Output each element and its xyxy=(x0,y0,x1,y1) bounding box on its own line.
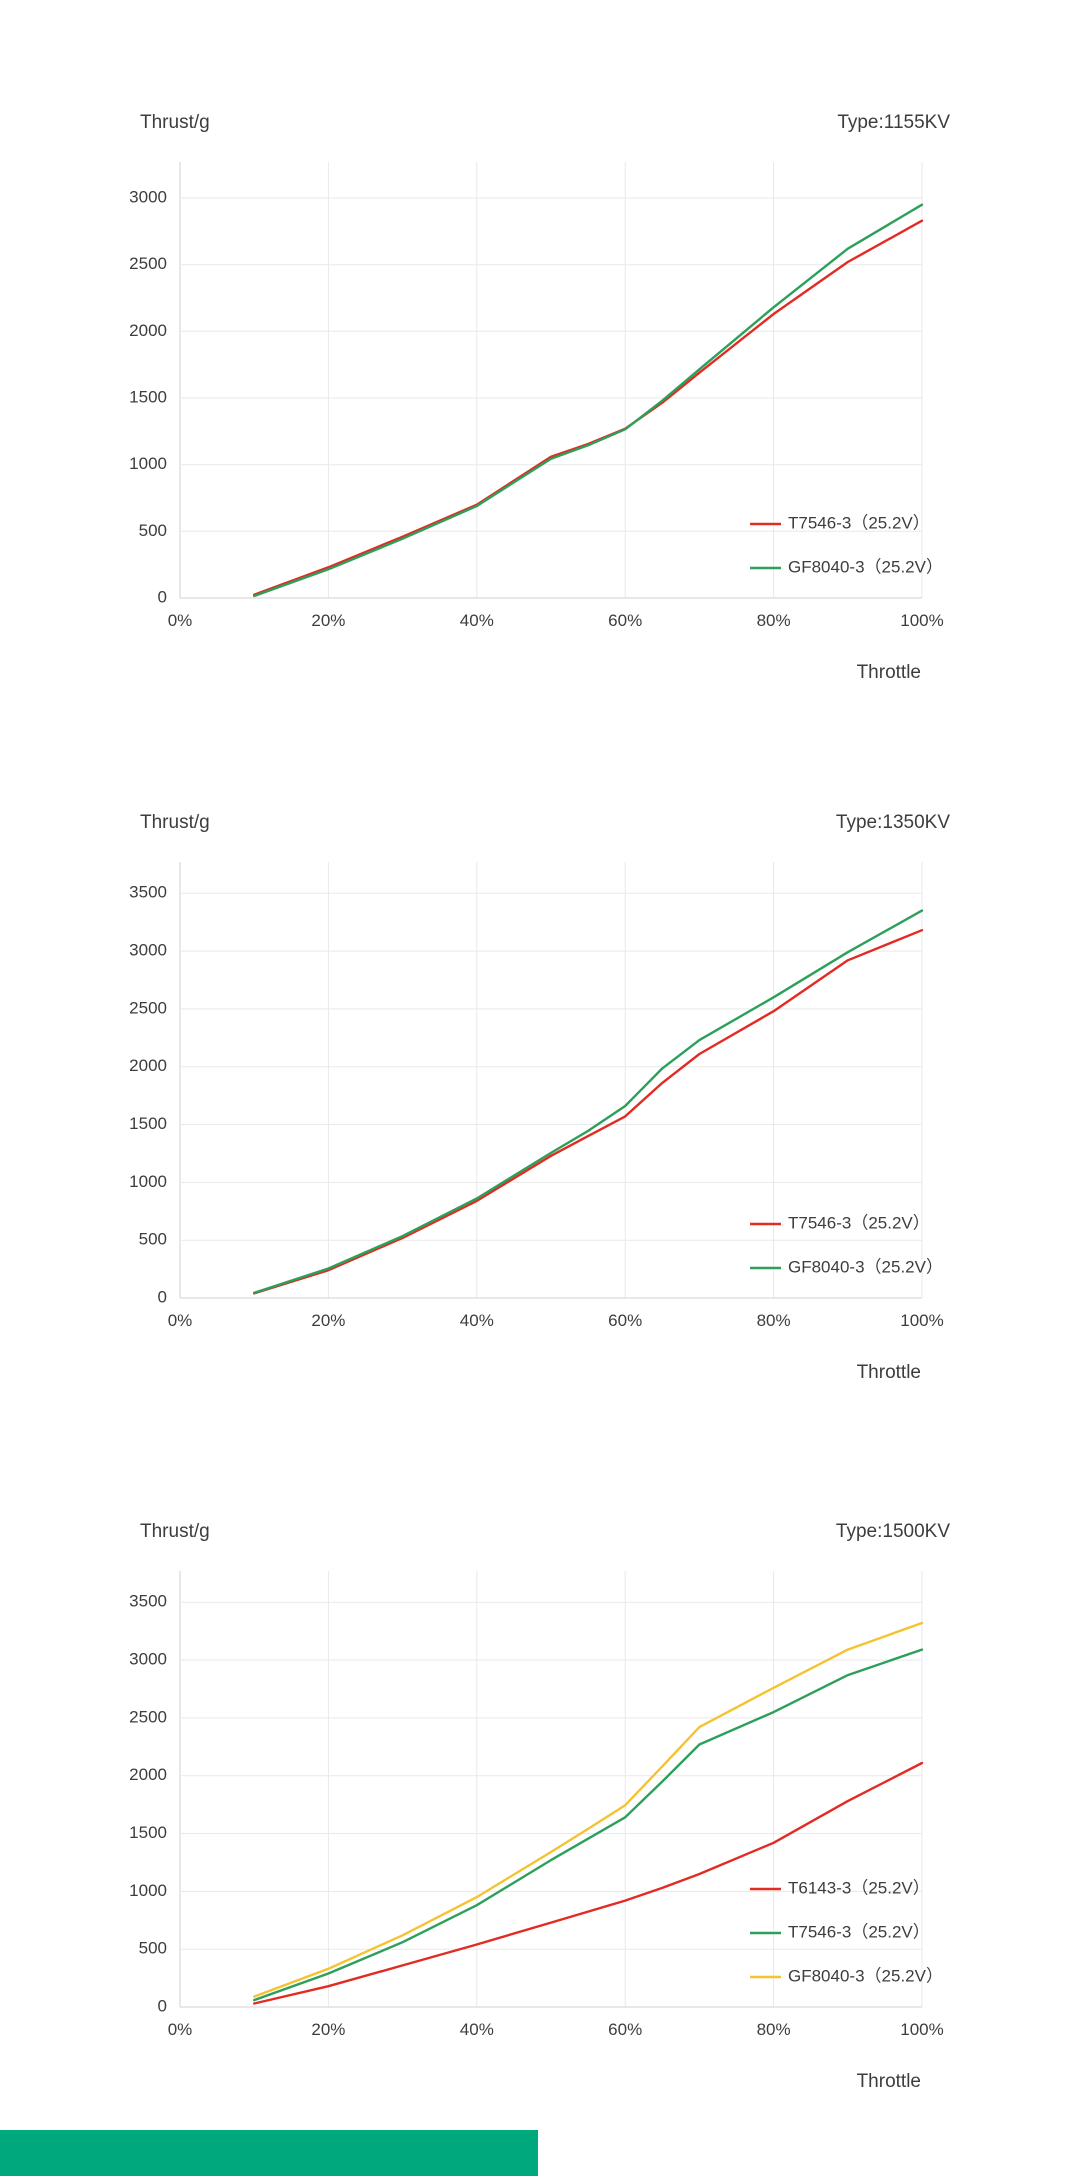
y-tick-label: 3000 xyxy=(129,941,167,960)
footer-accent-bar xyxy=(0,2130,538,2176)
y-tick-label: 1000 xyxy=(129,1172,167,1191)
x-axis-title: Throttle xyxy=(856,662,921,683)
y-tick-label: 1500 xyxy=(129,387,167,406)
x-tick-label: 100% xyxy=(900,2020,943,2039)
y-tick-label: 0 xyxy=(158,1287,167,1306)
series-line xyxy=(252,928,924,1295)
y-tick-label: 3500 xyxy=(129,1592,167,1611)
y-tick-label: 500 xyxy=(139,1230,167,1249)
y-axis-title: Thrust/g xyxy=(140,812,210,833)
series-line xyxy=(252,203,924,598)
y-tick-label: 3500 xyxy=(129,883,167,902)
legend-label: T6143-3（25.2V） xyxy=(788,1878,930,1897)
line-chart-1350kv: 0 500 1000 1500 2000 2500 3000 3500 0% 20% 40% 60% 8… xyxy=(129,862,944,1330)
chart-header: Thrust/g Type:1500KV xyxy=(0,1505,1076,1545)
legend-label: GF8040-3（25.2V） xyxy=(788,1257,943,1276)
x-tick-label: 0% xyxy=(168,2020,193,2039)
chart-section-1350kv: Thrust/g Type:1350KV 0 500 1000 1500 2000 250… xyxy=(0,796,1076,1384)
x-tick-label: 60% xyxy=(608,1311,642,1330)
series-line xyxy=(252,219,924,596)
series-line xyxy=(252,1621,924,1998)
x-tick-label: 0% xyxy=(168,611,193,630)
y-tick-label: 0 xyxy=(158,587,167,606)
x-tick-label: 20% xyxy=(311,611,345,630)
y-tick-label: 1000 xyxy=(129,454,167,473)
y-tick-label: 2500 xyxy=(129,1707,167,1726)
legend-label: T7546-3（25.2V） xyxy=(788,1922,930,1941)
y-axis-title: Thrust/g xyxy=(140,1521,210,1542)
y-tick-label: 500 xyxy=(139,521,167,540)
chart-header: Thrust/g Type:1155KV xyxy=(0,96,1076,136)
chart-section-1155kv: Thrust/g Type:1155KV 0 500 1000 1500 2000 250… xyxy=(0,96,1076,684)
x-tick-label: 40% xyxy=(460,2020,494,2039)
y-tick-label: 3000 xyxy=(129,187,167,206)
x-tick-label: 60% xyxy=(608,2020,642,2039)
x-axis-title: Throttle xyxy=(856,2071,921,2092)
legend-label: GF8040-3（25.2V） xyxy=(788,557,943,576)
y-tick-label: 3000 xyxy=(129,1650,167,1669)
x-tick-label: 80% xyxy=(757,611,791,630)
x-tick-label: 60% xyxy=(608,611,642,630)
y-tick-label: 1500 xyxy=(129,1114,167,1133)
x-tick-label: 40% xyxy=(460,1311,494,1330)
series-line xyxy=(252,1648,924,2002)
y-tick-label: 2000 xyxy=(129,1056,167,1075)
y-tick-label: 500 xyxy=(139,1939,167,1958)
y-tick-label: 0 xyxy=(158,1996,167,2015)
legend-label: GF8040-3（25.2V） xyxy=(788,1966,943,1985)
y-tick-label: 2000 xyxy=(129,321,167,340)
x-tick-label: 80% xyxy=(757,2020,791,2039)
y-tick-label: 1500 xyxy=(129,1823,167,1842)
chart-section-1500kv: Thrust/g Type:1500KV 0 500 1000 1500 2000 250… xyxy=(0,1505,1076,2093)
y-tick-label: 2500 xyxy=(129,998,167,1017)
chart-title: Type:1500KV xyxy=(835,1521,950,1542)
x-tick-label: 80% xyxy=(757,1311,791,1330)
chart-title: Type:1155KV xyxy=(837,112,950,133)
legend-label: T7546-3（25.2V） xyxy=(788,513,930,532)
x-tick-label: 100% xyxy=(900,1311,943,1330)
x-tick-label: 20% xyxy=(311,2020,345,2039)
series-line xyxy=(252,1761,924,2005)
legend-label: T7546-3（25.2V） xyxy=(788,1213,930,1232)
x-tick-label: 100% xyxy=(900,611,943,630)
y-tick-label: 1000 xyxy=(129,1881,167,1900)
chart-title: Type:1350KV xyxy=(835,812,950,833)
y-tick-label: 2500 xyxy=(129,254,167,273)
x-axis-title: Throttle xyxy=(856,1362,921,1383)
x-tick-label: 20% xyxy=(311,1311,345,1330)
chart-header: Thrust/g Type:1350KV xyxy=(0,796,1076,836)
y-tick-label: 2000 xyxy=(129,1765,167,1784)
x-tick-label: 40% xyxy=(460,611,494,630)
x-tick-label: 0% xyxy=(168,1311,193,1330)
series-line xyxy=(252,909,924,1294)
y-axis-title: Thrust/g xyxy=(140,112,210,133)
line-chart-1155kv: 0 500 1000 1500 2000 2500 3000 0% 20% 40% 60% 80% 10… xyxy=(129,162,944,630)
line-chart-1500kv: 0 500 1000 1500 2000 2500 3000 3500 0% 20% 40% 60% 8… xyxy=(129,1571,944,2039)
